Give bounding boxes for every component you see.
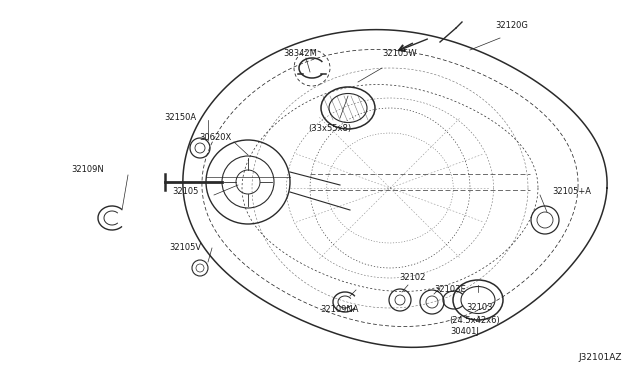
Text: (24.5x42x6): (24.5x42x6): [450, 315, 500, 324]
Text: 32105+A: 32105+A: [552, 187, 591, 196]
Text: J32101AZ: J32101AZ: [579, 353, 622, 362]
Text: 32120G: 32120G: [495, 22, 528, 31]
Text: 32109N: 32109N: [72, 166, 104, 174]
Text: 30401J: 30401J: [451, 327, 479, 337]
Text: 32109NA: 32109NA: [321, 305, 359, 314]
Text: 32103: 32103: [467, 304, 493, 312]
Text: 32103E: 32103E: [434, 285, 466, 295]
Text: 32105W: 32105W: [383, 48, 417, 58]
Text: (33x55x8): (33x55x8): [308, 124, 351, 132]
Text: 32105V: 32105V: [169, 244, 201, 253]
Text: 32150A: 32150A: [164, 113, 196, 122]
Text: 38342M: 38342M: [283, 48, 317, 58]
Text: 32105: 32105: [172, 187, 198, 196]
Text: 30620X: 30620X: [199, 134, 231, 142]
Text: 32102: 32102: [399, 273, 425, 282]
